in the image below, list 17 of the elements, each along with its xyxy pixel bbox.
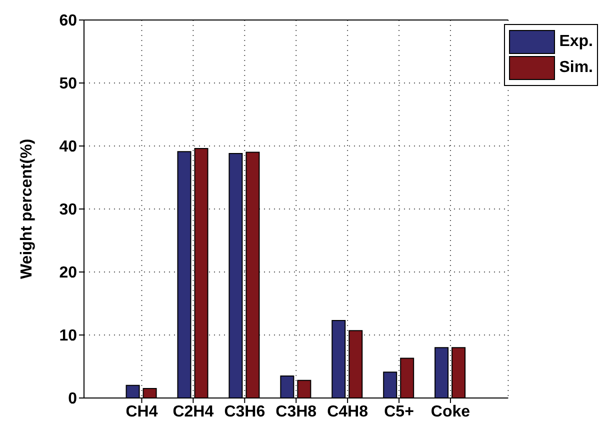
y-tick-label: 50 <box>59 76 78 93</box>
y-tick-label: 60 <box>59 12 78 30</box>
legend-label: Sim. <box>559 59 593 77</box>
y-tick-label: 0 <box>68 390 78 408</box>
y-tick-label: 10 <box>59 328 78 345</box>
x-tick-label: C3H6 <box>224 403 266 420</box>
x-tick-label: C4H8 <box>327 403 368 420</box>
y-tick-label: 20 <box>59 264 78 282</box>
x-tick-label: C3H8 <box>276 403 317 420</box>
y-tick-label: 40 <box>59 138 78 156</box>
legend-label: Exp. <box>559 33 593 51</box>
y-tick-label: 30 <box>59 202 78 219</box>
x-tick-label: C5+ <box>384 403 414 420</box>
y-axis-title: Weight percent(%) <box>18 138 36 279</box>
x-tick-label: CH4 <box>126 403 158 420</box>
x-tick-label: Coke <box>430 403 470 420</box>
x-tick-label: C2H4 <box>172 403 214 420</box>
